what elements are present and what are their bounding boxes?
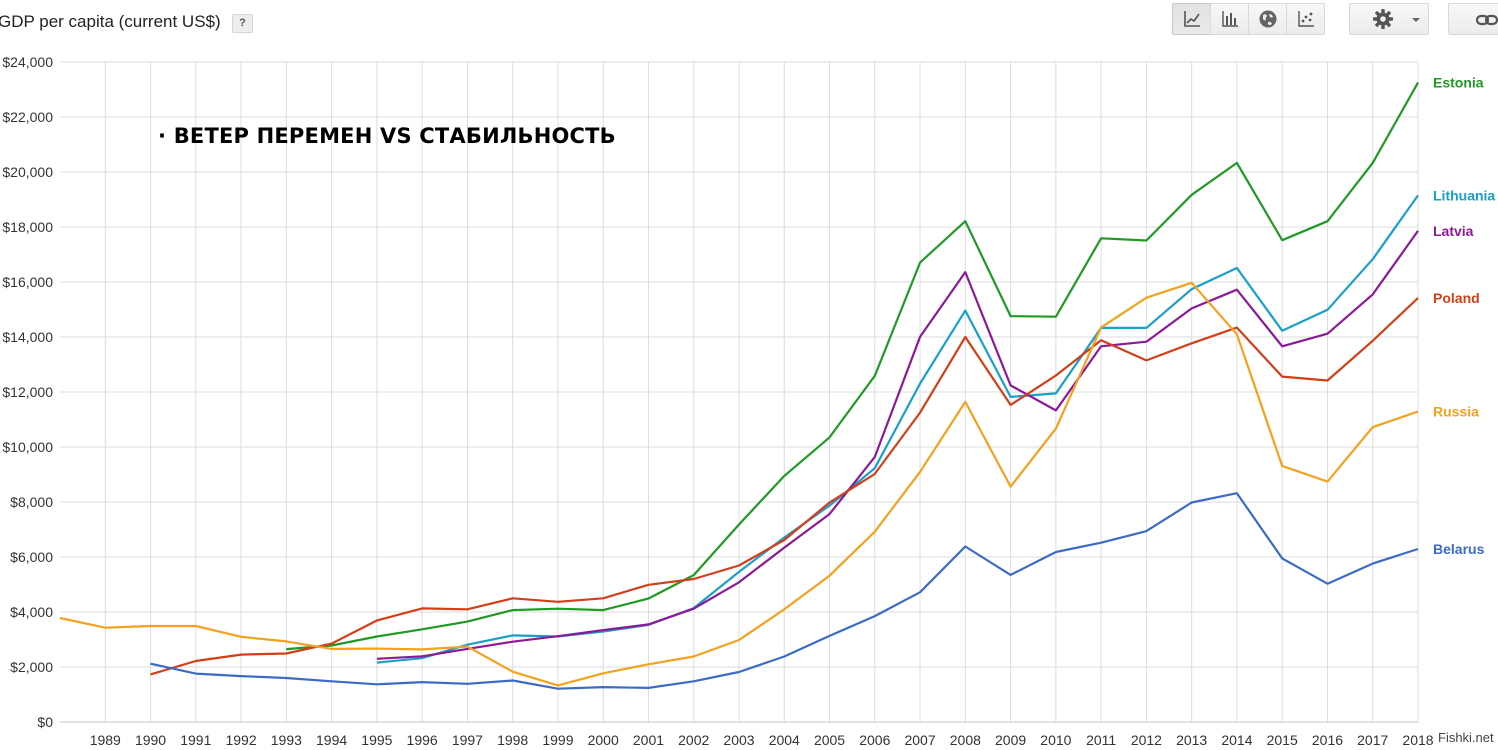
x-tick-label: 1993 (271, 732, 302, 748)
x-tick-label: 1995 (361, 732, 392, 748)
legend-label-estonia: Estonia (1433, 75, 1484, 91)
x-tick-label: 2000 (588, 732, 619, 748)
chart-title: GDP per capita (current US$) (0, 12, 221, 31)
x-tick-label: 2003 (723, 732, 754, 748)
scatter-plot-icon (1297, 11, 1314, 27)
annotation-text: · ВЕТЕР ПЕРЕМЕН VS СТАБИЛЬНОСТЬ (158, 124, 616, 148)
series-line-belarus[interactable] (150, 492, 1419, 690)
x-tick-label: 2018 (1402, 732, 1433, 748)
bar-chart-icon (1221, 11, 1238, 27)
series-line-poland[interactable] (150, 297, 1419, 676)
y-tick-label: $8,000 (10, 494, 53, 510)
x-tick-label: 2011 (1086, 732, 1116, 748)
x-tick-label: 2012 (1131, 732, 1162, 748)
y-tick-label: $12,000 (2, 384, 53, 400)
x-tick-label: 2013 (1176, 732, 1207, 748)
legend-label-lithuania: Lithuania (1433, 187, 1495, 203)
series-line-lithuania[interactable] (376, 194, 1419, 664)
x-tick-label: 1996 (407, 732, 438, 748)
legend-label-latvia: Latvia (1433, 223, 1474, 239)
x-tick-label: 2015 (1267, 732, 1298, 748)
globe-map-icon (1259, 10, 1276, 28)
chart-header: GDP per capita (current US$) ? (0, 0, 1498, 45)
map-view-button[interactable] (1248, 3, 1287, 35)
y-tick-label: $16,000 (2, 274, 53, 290)
x-tick-label: 2010 (1040, 732, 1071, 748)
watermark: Fishki.net (1438, 730, 1494, 745)
x-tick-label: 2005 (814, 732, 845, 748)
y-tick-label: $4,000 (10, 604, 53, 620)
y-tick-label: $2,000 (10, 659, 53, 675)
y-tick-label: $0 (37, 714, 53, 730)
series-line-latvia[interactable] (376, 230, 1419, 660)
y-tick-label: $22,000 (2, 109, 53, 125)
x-tick-label: 2004 (769, 732, 800, 748)
legend-label-belarus: Belarus (1433, 541, 1485, 557)
help-button[interactable]: ? (232, 14, 253, 33)
share-link-button[interactable] (1448, 3, 1498, 35)
x-tick-label: 1992 (225, 732, 256, 748)
series-line-estonia[interactable] (286, 82, 1419, 651)
x-tick-label: 1994 (316, 732, 347, 748)
y-tick-label: $20,000 (2, 164, 53, 180)
x-tick-label: 1998 (497, 732, 528, 748)
x-tick-label: 2006 (859, 732, 890, 748)
x-tick-label: 1997 (452, 732, 483, 748)
x-tick-label: 2014 (1221, 732, 1252, 748)
bar-chart-view-button[interactable] (1210, 3, 1249, 35)
link-icon (1476, 14, 1498, 26)
settings-button[interactable] (1349, 3, 1429, 35)
x-tick-label: 2016 (1312, 732, 1343, 748)
scatter-view-button[interactable] (1286, 3, 1325, 35)
y-tick-label: $6,000 (10, 549, 53, 565)
line-chart-icon (1183, 11, 1200, 27)
legend-label-poland: Poland (1433, 290, 1480, 306)
gear-icon (1373, 9, 1393, 29)
view-toggle-group (1172, 3, 1325, 35)
y-tick-label: $10,000 (2, 439, 53, 455)
x-tick-label: 2017 (1357, 732, 1388, 748)
y-tick-label: $24,000 (2, 54, 53, 70)
x-tick-label: 1990 (135, 732, 166, 748)
x-tick-label: 1991 (180, 732, 211, 748)
series-line-russia[interactable] (59, 281, 1419, 687)
y-tick-label: $14,000 (2, 329, 53, 345)
x-tick-label: 2002 (678, 732, 709, 748)
y-tick-label: $18,000 (2, 219, 53, 235)
x-tick-label: 1989 (90, 732, 121, 748)
x-tick-label: 2008 (950, 732, 981, 748)
legend-label-russia: Russia (1433, 404, 1479, 420)
x-tick-label: 1999 (542, 732, 573, 748)
x-tick-label: 2001 (633, 732, 664, 748)
x-tick-label: 2007 (904, 732, 935, 748)
x-tick-label: 2009 (995, 732, 1026, 748)
chevron-down-icon (1412, 18, 1420, 22)
